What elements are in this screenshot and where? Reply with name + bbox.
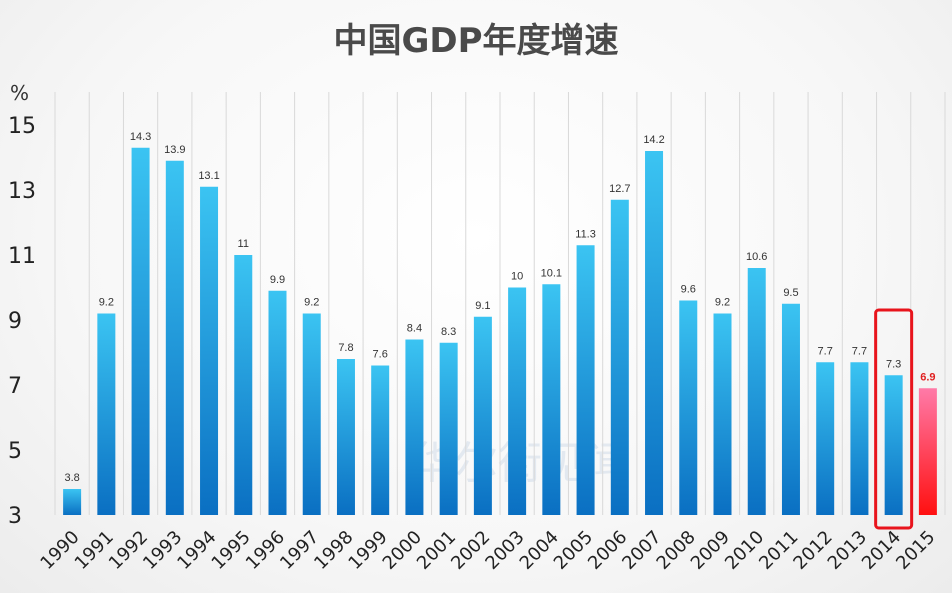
bar-2014 (884, 375, 903, 515)
bar-2012 (816, 362, 835, 515)
x-tick-label-1991: 1991 (71, 527, 118, 574)
data-label-1992: 14.3 (130, 131, 151, 143)
bar-1990 (63, 489, 82, 515)
data-label-1997: 9.2 (304, 297, 319, 309)
x-tick-label-1990: 1990 (36, 527, 83, 574)
data-label-2002: 9.1 (475, 300, 490, 312)
y-axis-ticks: 3 5 7 9 11 13 15 (8, 114, 36, 529)
data-label-2008: 9.6 (681, 284, 696, 296)
data-label-2001: 8.3 (441, 326, 456, 338)
x-tick-label-1992: 1992 (105, 527, 152, 574)
bar-2010 (747, 268, 766, 515)
data-label-1999: 7.6 (373, 349, 388, 361)
chart-title: 中国GDP年度增速 (333, 21, 618, 61)
y-tick-label: 5 (8, 439, 22, 464)
x-tick-label-2009: 2009 (687, 527, 734, 574)
x-tick-label-2008: 2008 (653, 527, 700, 574)
data-label-2013: 7.7 (852, 345, 867, 357)
data-label-1991: 9.2 (99, 297, 114, 309)
bar-2007 (645, 151, 664, 515)
bar-1991 (97, 313, 116, 515)
bar-2000 (405, 339, 424, 515)
x-tick-label-2002: 2002 (447, 527, 494, 574)
x-tick-label-2015: 2015 (892, 527, 939, 574)
data-label-2009: 9.2 (715, 297, 730, 309)
bar-2004 (542, 284, 561, 515)
x-tick-label-2004: 2004 (516, 527, 563, 574)
x-tick-label-2006: 2006 (584, 527, 631, 574)
y-tick-label: 3 (8, 504, 22, 529)
x-tick-label-1996: 1996 (242, 527, 289, 574)
x-tick-label-1999: 1999 (344, 527, 391, 574)
bar-1994 (200, 186, 219, 515)
highlight-box-2014 (874, 308, 914, 530)
bar-2013 (850, 362, 869, 515)
y-unit-label: % (10, 81, 29, 105)
y-tick-label: 9 (8, 309, 22, 334)
bar-2002 (473, 316, 492, 515)
data-labels: 3.8 9.2 14.3 13.9 13.1 11 9.9 9.2 7.8 7.6 8.4 8.3 9.… (64, 131, 935, 484)
data-label-2011: 9.5 (783, 287, 798, 299)
data-label-2004: 10.1 (541, 267, 562, 279)
data-label-2006: 12.7 (609, 183, 630, 195)
x-tick-label-2005: 2005 (550, 527, 597, 574)
data-label-2010: 10.6 (746, 251, 767, 263)
y-tick-label: 13 (8, 179, 36, 204)
bar-1999 (371, 365, 390, 515)
x-tick-label-1993: 1993 (139, 527, 186, 574)
y-tick-label: 7 (8, 374, 22, 399)
bar-2005 (576, 245, 595, 515)
bar-1997 (302, 313, 321, 515)
grid-lines (54, 92, 946, 515)
bar-1998 (336, 359, 355, 515)
x-tick-label-2012: 2012 (789, 527, 836, 574)
data-label-1996: 9.9 (270, 274, 285, 286)
bar-2008 (679, 300, 698, 515)
x-tick-label-2000: 2000 (379, 527, 426, 574)
bar-1992 (131, 147, 150, 515)
y-tick-label: 11 (8, 244, 36, 269)
x-tick-label-2003: 2003 (481, 527, 528, 574)
x-tick-label-2014: 2014 (858, 527, 905, 574)
x-tick-label-2007: 2007 (618, 527, 665, 574)
y-tick-label: 15 (8, 114, 36, 139)
bar-2011 (781, 303, 800, 515)
x-tick-label-2001: 2001 (413, 527, 460, 574)
x-tick-label-1995: 1995 (208, 527, 255, 574)
x-tick-label-1997: 1997 (276, 527, 323, 574)
data-label-1998: 7.8 (338, 342, 353, 354)
bar-2009 (713, 313, 732, 515)
x-tick-label-1994: 1994 (173, 527, 220, 574)
data-label-1990: 3.8 (64, 472, 79, 484)
data-label-2015: 6.9 (920, 371, 935, 383)
bar-2006 (610, 199, 629, 515)
x-axis-ticks: 1990199119921993199419951996199719981999… (36, 527, 939, 574)
highlight-box (874, 308, 914, 530)
x-tick-label-2010: 2010 (721, 527, 768, 574)
bar-2015 (918, 388, 937, 515)
data-label-2014: 7.3 (886, 358, 901, 370)
data-label-2000: 8.4 (407, 323, 422, 335)
data-label-2012: 7.7 (818, 345, 833, 357)
data-label-1995: 11 (238, 238, 249, 250)
x-tick-label-1998: 1998 (310, 527, 357, 574)
data-label-1993: 13.9 (164, 144, 185, 156)
x-tick-label-2013: 2013 (824, 527, 871, 574)
x-tick-label-2011: 2011 (755, 527, 802, 574)
bar-2001 (439, 342, 458, 515)
bar-2003 (508, 287, 527, 515)
bar-1996 (268, 290, 287, 515)
bar-1995 (234, 255, 253, 515)
data-label-2007: 14.2 (643, 134, 664, 146)
bars (63, 147, 937, 515)
data-label-2003: 10 (511, 271, 523, 283)
data-label-2005: 11.3 (575, 228, 596, 240)
bar-1993 (165, 160, 184, 515)
data-label-1994: 13.1 (198, 170, 219, 182)
